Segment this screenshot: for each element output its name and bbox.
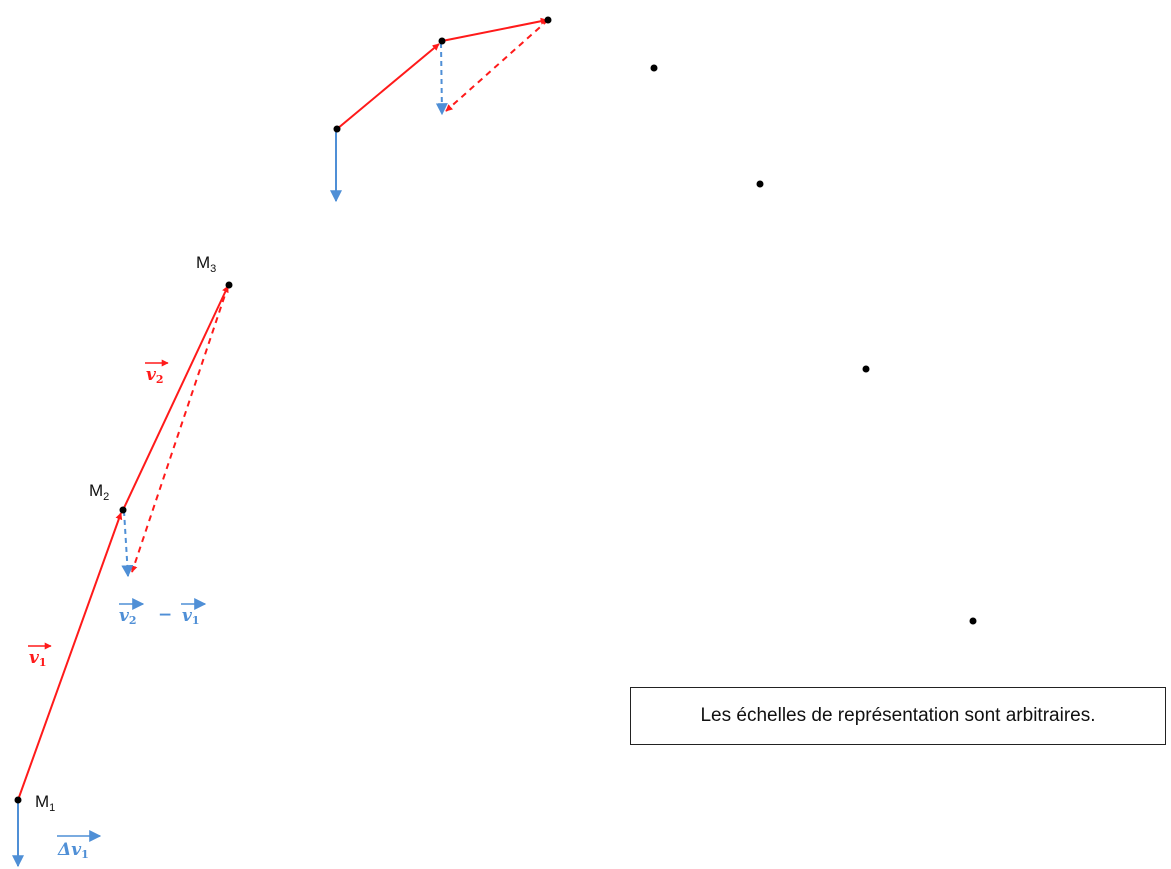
negative-velocity-dashed-vector: [130, 285, 229, 573]
label-v2-minus-v1: v2 − v1: [119, 598, 207, 627]
trajectory-point-8: [756, 180, 764, 188]
label-m1: M1: [35, 792, 55, 814]
trajectory-point-4: [333, 125, 341, 133]
svg-text:Δv1: Δv1: [57, 840, 89, 861]
trajectory-point-7: [650, 64, 658, 72]
delta-v-vector-top: [435, 42, 448, 116]
velocity-vector-v1: [17, 512, 123, 801]
svg-text:v2: v2: [146, 365, 164, 386]
label-m3: M3: [196, 253, 216, 275]
trajectory-point-5: [438, 37, 446, 45]
svg-text:v2: v2: [119, 606, 137, 627]
trajectory-point-9: [862, 365, 870, 373]
trajectory-point-6: [544, 16, 552, 24]
label-v1: v1: [28, 642, 52, 669]
delta-v-vector-m2: [121, 510, 134, 578]
label-delta-v1: Δv1: [57, 830, 102, 861]
svg-text:v1: v1: [29, 648, 47, 669]
scale-note-box: Les échelles de représentation sont arbi…: [630, 687, 1166, 745]
point-m1: [14, 796, 22, 804]
point-m2: [119, 506, 127, 514]
label-m2: M2: [89, 481, 109, 503]
negative-velocity-dashed-vector-top: [445, 19, 549, 112]
scale-note-text: Les échelles de représentation sont arbi…: [700, 705, 1096, 726]
label-v2: v2: [145, 359, 169, 386]
velocity-vector-top-2: [441, 17, 548, 42]
velocity-vector-v2: [122, 285, 229, 511]
point-m3: [225, 281, 233, 289]
svg-text:v1: v1: [182, 606, 200, 627]
trajectory-point-10: [969, 617, 977, 625]
velocity-vector-top-1: [336, 43, 440, 130]
svg-text:−: −: [158, 605, 172, 625]
